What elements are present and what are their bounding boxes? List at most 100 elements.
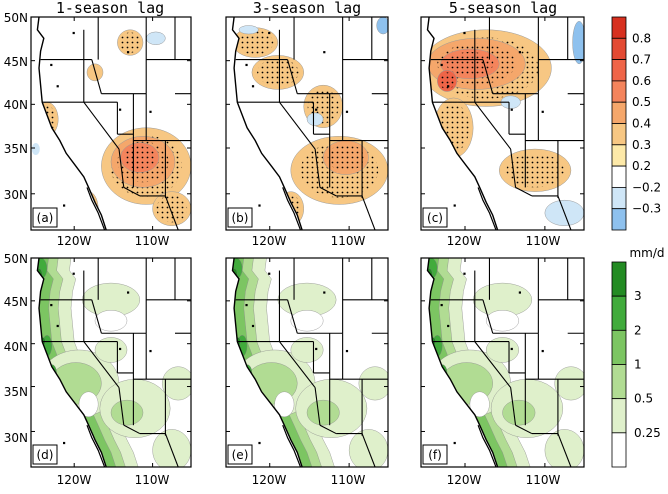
lon-label-b-110w: 110W <box>331 234 366 248</box>
lake-marker <box>127 51 130 54</box>
significance-stipple <box>257 58 299 87</box>
map-panels: (a) (b) (c) (d) (e) (f) <box>30 16 585 468</box>
colorbar-swatch <box>611 123 627 146</box>
panel-label-box <box>32 207 58 228</box>
state-border <box>314 387 321 426</box>
lon-label-a-120w: 120W <box>57 234 92 248</box>
precip-contour <box>94 337 128 363</box>
lon-label-c-120w: 120W <box>447 234 482 248</box>
state-border <box>557 433 572 467</box>
lake-marker <box>453 441 456 445</box>
lat-label-50n: 50N <box>4 11 28 25</box>
panel-frame <box>30 257 192 468</box>
colorbar-swatch <box>611 261 627 297</box>
panel-label-box <box>32 444 58 465</box>
lat-label-45n: 45N <box>4 295 28 309</box>
colorbar-level-label: 0.25 <box>634 426 661 440</box>
colorbar-level-label: 0.3 <box>632 138 651 152</box>
panel-frame <box>420 257 585 468</box>
colorbar-swatch <box>611 16 627 39</box>
colorbar-swatch <box>611 186 627 210</box>
coastline <box>426 258 499 467</box>
colorbar-correlation: 0.8 0.7 0.6 0.5 0.4 0.3 0.2 −0.2 −0.3 <box>611 16 661 231</box>
lat-label-35n: 35N <box>4 142 28 156</box>
lake-marker <box>119 347 122 351</box>
state-border <box>123 186 141 197</box>
correlation-contour <box>572 21 584 65</box>
lake-marker <box>56 85 59 88</box>
panel-label: (d) <box>37 448 54 462</box>
baja-coastline <box>282 424 302 467</box>
panel-label: (a) <box>37 211 54 225</box>
lon-label-e-110w: 110W <box>331 473 366 487</box>
state-border <box>118 148 125 188</box>
baja-coastline <box>282 187 302 230</box>
lake-marker <box>510 347 513 351</box>
colorbar-level-label: 0.7 <box>632 53 651 67</box>
lat-label-45n: 45N <box>4 55 28 69</box>
title-3-season-lag: 3-season lag <box>253 0 361 17</box>
precip-contour <box>358 366 388 401</box>
state-border <box>91 299 102 334</box>
lon-label-d-110w: 110W <box>135 473 170 487</box>
colorbar-level-label: 0.4 <box>632 117 651 131</box>
lake-marker <box>268 31 271 35</box>
state-border <box>287 299 298 334</box>
colorbar-swatch <box>611 329 627 365</box>
panel-f: (f) <box>420 257 585 468</box>
lon-label-f-120w: 120W <box>447 473 482 487</box>
panel-label-box <box>422 207 448 228</box>
lake-marker <box>268 272 271 275</box>
lake-marker <box>510 108 513 111</box>
lake-marker <box>518 51 521 54</box>
state-border <box>319 186 337 197</box>
precip-contour <box>78 391 99 418</box>
panel-e: (e) <box>225 257 389 468</box>
coastline <box>36 17 107 230</box>
ocean-mask <box>226 17 303 230</box>
lake-marker <box>251 85 255 88</box>
precip-contour <box>306 399 340 426</box>
panel-content <box>226 258 388 467</box>
panel-content <box>421 258 584 467</box>
state-border <box>482 59 494 94</box>
state-border <box>164 195 179 230</box>
colorbar-swatch <box>611 398 627 434</box>
state-border <box>361 433 376 467</box>
significance-stipple <box>327 143 365 172</box>
significance-stipple <box>124 145 156 170</box>
colorbar-swatch <box>611 37 627 60</box>
panel-content <box>31 258 191 467</box>
coastline <box>231 258 303 467</box>
state-border <box>474 341 512 388</box>
panel-label: (e) <box>232 448 249 462</box>
lake-marker <box>463 272 466 275</box>
colorbar-swatch <box>611 101 627 124</box>
colorbar-unit-label: mm/d <box>629 246 664 260</box>
precip-contour <box>486 337 520 363</box>
panel-b: (b) <box>225 16 389 231</box>
precip-contour <box>152 429 191 467</box>
ocean-mask <box>421 17 498 230</box>
precip-contour <box>290 337 324 363</box>
baja-coastline <box>477 424 497 467</box>
colorbar-swatch <box>611 208 627 231</box>
lake-marker <box>149 110 152 113</box>
precip-contour <box>486 310 520 332</box>
panel-label: (b) <box>232 211 249 225</box>
panel-frame <box>420 16 585 231</box>
significance-stipple <box>237 30 274 55</box>
lake-marker <box>72 31 75 35</box>
lat-label-30n: 30N <box>4 188 28 202</box>
panel-frame <box>225 16 389 231</box>
lat-label-40n: 40N <box>4 340 28 354</box>
state-border <box>474 101 512 150</box>
state-border <box>510 148 517 188</box>
precip-contour <box>94 310 128 332</box>
lat-labels-top: 50N 45N 40N 35N 30N <box>4 11 28 202</box>
state-border <box>118 387 125 426</box>
panel-c: (c) <box>420 16 585 231</box>
title-5-season-lag: 5-season lag <box>449 0 557 17</box>
precip-contour <box>502 399 536 426</box>
precip-contour <box>544 429 584 467</box>
